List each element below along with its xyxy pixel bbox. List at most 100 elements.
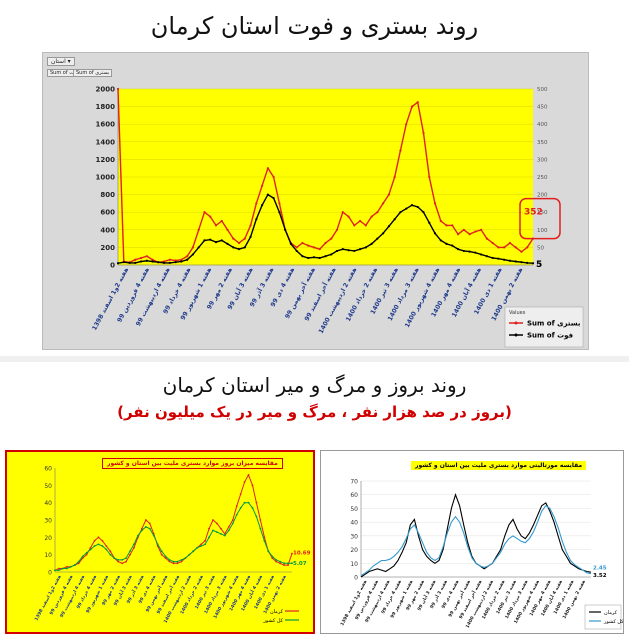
data-point bbox=[188, 553, 191, 556]
data-point bbox=[497, 246, 500, 249]
data-point bbox=[139, 256, 143, 260]
data-point bbox=[200, 545, 203, 547]
data-point bbox=[255, 202, 258, 205]
data-point bbox=[260, 184, 264, 187]
data-point bbox=[422, 211, 425, 214]
data-point bbox=[387, 225, 391, 228]
data-point bbox=[480, 228, 483, 231]
data-point bbox=[279, 562, 282, 565]
data-point bbox=[347, 249, 350, 252]
data-point bbox=[97, 543, 100, 546]
data-point bbox=[335, 249, 339, 253]
series-line bbox=[360, 504, 592, 577]
plot-area bbox=[55, 468, 292, 572]
data-point bbox=[251, 484, 254, 487]
y-tick-label: 20 bbox=[350, 547, 358, 554]
data-point bbox=[279, 560, 282, 563]
data-point bbox=[291, 552, 293, 555]
data-point bbox=[176, 560, 179, 563]
y-tick-label: 600 bbox=[100, 209, 115, 217]
data-point bbox=[485, 255, 488, 258]
y-tick-label: 2000 bbox=[96, 86, 116, 94]
data-point bbox=[433, 232, 437, 235]
data-point bbox=[216, 522, 218, 525]
data-point bbox=[223, 534, 226, 537]
data-point bbox=[121, 558, 124, 561]
y-tick-label: 1400 bbox=[96, 138, 116, 146]
data-point bbox=[503, 246, 506, 249]
data-point bbox=[497, 257, 500, 260]
data-point bbox=[491, 241, 494, 245]
data-point bbox=[287, 562, 289, 565]
data-point bbox=[399, 149, 402, 152]
y2-tick-label: 250 bbox=[537, 175, 548, 181]
data-point bbox=[284, 228, 287, 231]
data-point bbox=[208, 536, 210, 539]
data-point bbox=[405, 123, 408, 126]
data-point bbox=[220, 219, 223, 223]
province-filter[interactable]: استان ▾ bbox=[47, 57, 75, 66]
data-point bbox=[113, 557, 116, 560]
data-point bbox=[122, 261, 125, 264]
annotation-label: 3.52 bbox=[593, 573, 607, 579]
data-point bbox=[247, 474, 250, 476]
data-point bbox=[237, 248, 241, 251]
y-tick-label: 1800 bbox=[96, 103, 116, 111]
data-point bbox=[387, 193, 391, 196]
data-point bbox=[89, 548, 92, 551]
data-point bbox=[283, 562, 285, 565]
data-point bbox=[382, 232, 385, 235]
data-point bbox=[393, 175, 396, 179]
legend-entry: Sum of فوت bbox=[527, 332, 573, 340]
data-point bbox=[214, 224, 218, 227]
data-point bbox=[422, 131, 425, 135]
data-point bbox=[260, 204, 264, 207]
data-point bbox=[531, 262, 535, 265]
data-point bbox=[278, 211, 281, 214]
y2-tick-label: 100 bbox=[537, 228, 548, 234]
legend-entry: کرمان bbox=[604, 610, 618, 616]
x-tick-label: هفته 4 مهر 1400 bbox=[228, 574, 252, 612]
mortality-chart-title: مقایسه مورتالیتی موارد بستری ملیت بین اس… bbox=[411, 461, 587, 470]
top-chart-title: روند بستری و فوت استان کرمان bbox=[150, 12, 479, 40]
data-point bbox=[508, 241, 512, 245]
data-point bbox=[353, 224, 356, 227]
data-point bbox=[197, 246, 200, 249]
data-point bbox=[247, 501, 250, 504]
y-tick-label: 1000 bbox=[96, 174, 116, 182]
data-point bbox=[266, 193, 269, 196]
data-point bbox=[204, 539, 207, 542]
data-point bbox=[231, 522, 234, 525]
data-point bbox=[341, 211, 344, 214]
data-point bbox=[85, 552, 88, 554]
annotation-label: 352 bbox=[524, 208, 543, 218]
data-point bbox=[180, 560, 183, 563]
data-point bbox=[456, 233, 460, 236]
y-tick-label: 60 bbox=[44, 466, 52, 473]
data-point bbox=[125, 557, 127, 560]
plot-area bbox=[361, 481, 591, 577]
data-point bbox=[451, 244, 454, 247]
data-point bbox=[235, 513, 238, 516]
sum-of-hospitalized-field[interactable]: Sum of بستری bbox=[73, 69, 113, 77]
bottom-section-subtitle: (بروز در صد هزار نفر ، مرگ و میر در یک م… bbox=[117, 403, 512, 421]
data-point bbox=[148, 522, 151, 525]
y-tick-label: 800 bbox=[100, 191, 115, 199]
y-tick-label: 1600 bbox=[96, 121, 116, 129]
data-point bbox=[152, 534, 155, 537]
data-point bbox=[318, 248, 321, 251]
data-point bbox=[266, 167, 269, 170]
data-point bbox=[451, 224, 454, 227]
data-point bbox=[255, 515, 258, 518]
data-point bbox=[251, 506, 254, 509]
data-point bbox=[271, 557, 274, 560]
data-point bbox=[353, 249, 356, 253]
data-point bbox=[116, 87, 120, 91]
data-point bbox=[376, 237, 379, 240]
legend-marker bbox=[514, 333, 518, 337]
data-point bbox=[508, 259, 512, 262]
data-point bbox=[358, 248, 362, 251]
data-point bbox=[168, 261, 171, 264]
data-point bbox=[520, 261, 523, 264]
